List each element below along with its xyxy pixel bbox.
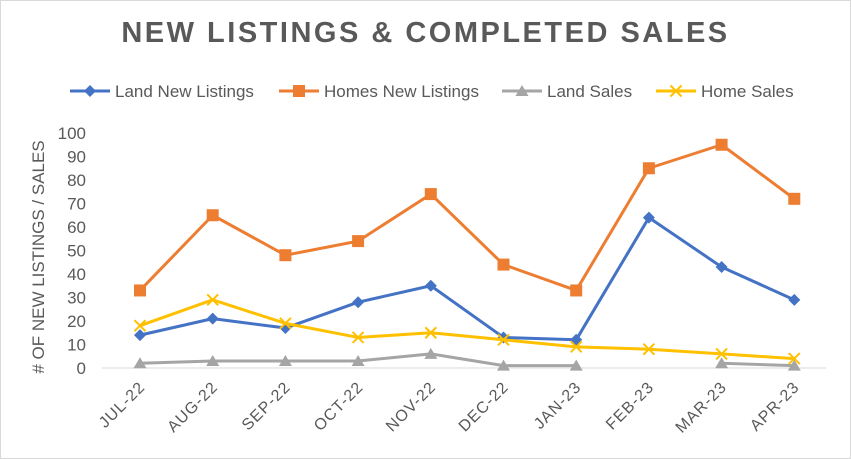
land-sales-point xyxy=(351,354,365,366)
y-tick-label: 70 xyxy=(67,195,86,214)
land-sales-point xyxy=(424,347,438,359)
legend-marker-stroke xyxy=(669,84,683,98)
legend-label: Land New Listings xyxy=(115,82,254,101)
y-tick-label: 20 xyxy=(67,312,86,331)
home-sales-line xyxy=(139,298,795,361)
y-tick-label: 50 xyxy=(67,242,86,261)
land-new-listings-line xyxy=(139,216,795,342)
land-sales-point xyxy=(497,359,510,371)
land-sales-point xyxy=(787,359,801,371)
home-sales-point xyxy=(642,342,656,356)
y-tick-label: 60 xyxy=(67,218,86,237)
land-sales-point xyxy=(206,354,220,366)
home-sales-point xyxy=(133,319,147,332)
legend-item-land-sales: Land Sales xyxy=(502,82,632,101)
home-sales-point xyxy=(715,347,728,361)
legend: Land New Listings Homes New Listings Land … xyxy=(70,82,794,101)
home-sales-point xyxy=(569,340,583,354)
homes-new-listings-point xyxy=(424,188,437,201)
homes-new-listings-point xyxy=(642,162,655,175)
home-sales-point-stroke xyxy=(497,333,510,347)
home-sales-point-stroke xyxy=(206,293,219,307)
homes-new-listings-point xyxy=(715,138,728,151)
y-tick-label: 10 xyxy=(67,336,86,355)
legend-item-land-new-listings: Land New Listings xyxy=(70,82,254,101)
home-sales-point-stroke xyxy=(133,319,147,332)
y-tick-label: 40 xyxy=(67,265,86,284)
y-axis-title: # OF NEW LISTINGS / SALES xyxy=(29,140,48,373)
home-sales-point xyxy=(279,317,292,330)
home-sales-point-stroke xyxy=(424,326,438,339)
land-new-listings-point xyxy=(424,279,437,292)
land-sales-line xyxy=(721,361,795,368)
legend-label: Land Sales xyxy=(547,82,632,101)
land-sales-point xyxy=(715,357,729,369)
legend-marker xyxy=(84,85,96,97)
legend-label: Home Sales xyxy=(701,82,794,101)
homes-new-listings-point xyxy=(788,192,801,205)
home-sales-point xyxy=(497,333,510,347)
plot-area xyxy=(133,138,801,371)
axes: 0 10 20 30 40 50 60 70 80 90 100 JUL-22 AUG-22 SEP-22… xyxy=(58,124,826,437)
homes-new-listings-point xyxy=(279,249,292,262)
legend-item-homes-new-listings: Homes New Listings xyxy=(279,82,479,101)
y-tick-label: 0 xyxy=(77,359,86,378)
x-tick-label: SEP-22 xyxy=(239,379,294,434)
land-new-listings-point xyxy=(642,211,655,224)
land-sales-point xyxy=(133,357,147,369)
land-new-listings-point xyxy=(352,296,365,309)
legend-marker xyxy=(293,85,305,97)
x-tick-label: JUL-22 xyxy=(96,379,149,432)
land-new-listings-point xyxy=(715,260,728,273)
home-sales-point xyxy=(788,352,801,365)
homes-new-listings-line xyxy=(138,143,796,292)
land-sales-point xyxy=(278,354,292,366)
land-new-listings-point xyxy=(134,329,146,342)
x-tick-label: DEC-22 xyxy=(456,379,513,436)
home-sales-point xyxy=(424,326,438,339)
home-sales-point-stroke xyxy=(351,331,365,344)
home-sales-point xyxy=(351,331,365,344)
home-sales-point-stroke xyxy=(569,340,583,354)
x-tick-label: MAR-23 xyxy=(673,379,731,437)
y-tick-label: 100 xyxy=(58,124,86,143)
home-sales-point-stroke xyxy=(715,347,728,361)
x-tick-label: APR-23 xyxy=(747,379,803,435)
legend-item-home-sales: Home Sales xyxy=(656,82,794,101)
homes-new-listings-point xyxy=(352,235,365,248)
y-tick-label: 30 xyxy=(67,289,86,308)
chart-title: NEW LISTINGS & COMPLETED SALES xyxy=(121,17,730,49)
legend-label: Homes New Listings xyxy=(324,82,479,101)
x-tick-label: JAN-23 xyxy=(531,379,585,433)
home-sales-point-stroke xyxy=(642,342,656,356)
x-tick-label: NOV-22 xyxy=(383,379,440,436)
homes-new-listings-point xyxy=(570,284,583,297)
homes-new-listings-point xyxy=(206,209,219,222)
legend-marker xyxy=(669,84,683,98)
x-tick-label: OCT-22 xyxy=(311,379,367,435)
x-tick-label: FEB-23 xyxy=(603,379,658,434)
home-sales-point xyxy=(206,293,219,307)
x-tick-label: AUG-22 xyxy=(164,379,221,436)
y-tick-label: 80 xyxy=(67,171,86,190)
legend-marker xyxy=(515,85,529,96)
y-tick-label: 90 xyxy=(67,148,86,167)
homes-new-listings-point xyxy=(497,258,510,271)
home-sales-point-stroke xyxy=(279,317,292,330)
land-new-listings-point xyxy=(206,312,219,325)
homes-new-listings-point xyxy=(134,284,146,297)
home-sales-point-stroke xyxy=(788,352,801,365)
land-sales-point xyxy=(569,359,583,371)
land-new-listings-point xyxy=(788,293,801,306)
